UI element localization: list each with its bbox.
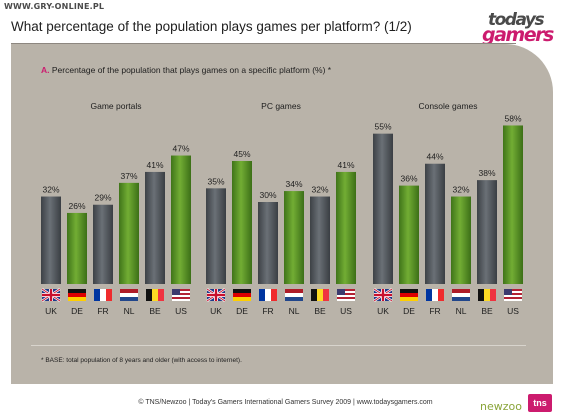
bar-1-fr: [258, 202, 278, 284]
bar-2-us: [503, 125, 523, 284]
category-label-2-0: UK: [377, 306, 389, 316]
group-label-1: PC games: [261, 101, 301, 111]
data-label-0-1: 26%: [68, 201, 85, 211]
logo-line-1: todays: [488, 10, 545, 30]
data-label-0-2: 29%: [94, 193, 111, 203]
fr-flag-icon: [259, 289, 277, 301]
bar-0-fr: [93, 204, 113, 284]
group-label-2: Console games: [418, 101, 477, 111]
newzoo-logo: newzoo: [480, 400, 522, 413]
bar-2-fr: [425, 163, 445, 284]
data-label-1-0: 35%: [207, 176, 224, 186]
data-label-1-1: 45%: [233, 149, 250, 159]
category-label-2-1: DE: [403, 306, 415, 316]
nl-flag-icon: [120, 289, 138, 301]
todaysgamers-logo: todays gamers: [482, 10, 562, 50]
tns-logo: tns: [528, 394, 552, 412]
nl-flag-icon: [285, 289, 303, 301]
category-label-0-5: US: [175, 306, 187, 316]
category-label-0-2: FR: [97, 306, 108, 316]
subtitle-marker: A.: [41, 65, 50, 75]
category-label-2-5: US: [507, 306, 519, 316]
us-flag-icon: [172, 289, 190, 301]
us-flag-icon: [337, 289, 355, 301]
category-label-0-4: BE: [149, 306, 161, 316]
us-flag-icon: [504, 289, 522, 301]
subtitle-text: Percentage of the population that plays …: [51, 65, 332, 75]
bar-1-be: [310, 196, 330, 284]
base-footnote: * BASE: total population of 8 years and …: [41, 357, 242, 364]
category-label-1-0: UK: [210, 306, 222, 316]
site-watermark: WWW.GRY-ONLINE.PL: [4, 2, 105, 11]
bar-1-us: [336, 171, 356, 284]
data-label-0-3: 37%: [120, 171, 137, 181]
data-label-2-1: 36%: [400, 174, 417, 184]
category-label-0-3: NL: [124, 306, 135, 316]
de-flag-icon: [400, 289, 418, 301]
nl-flag-icon: [452, 289, 470, 301]
be-flag-icon: [311, 289, 329, 301]
bar-0-de: [67, 212, 87, 284]
category-label-1-2: FR: [262, 306, 273, 316]
data-label-1-4: 32%: [311, 185, 328, 195]
source-footer: © TNS/Newzoo | Today's Gamers Internatio…: [138, 399, 433, 406]
bar-2-uk: [373, 133, 393, 284]
bar-2-de: [399, 185, 419, 284]
bar-0-us: [171, 155, 191, 284]
data-label-2-3: 32%: [452, 185, 469, 195]
de-flag-icon: [68, 289, 86, 301]
fr-flag-icon: [426, 289, 444, 301]
bar-2-be: [477, 180, 497, 284]
bar-0-nl: [119, 182, 139, 284]
category-label-2-2: FR: [429, 306, 440, 316]
data-label-2-0: 55%: [374, 122, 391, 132]
bar-1-nl: [284, 191, 304, 284]
chart-subtitle: A. Percentage of the population that pla…: [41, 65, 331, 75]
data-label-1-3: 34%: [285, 179, 302, 189]
category-label-2-3: NL: [456, 306, 467, 316]
data-label-2-2: 44%: [426, 152, 443, 162]
notes-divider: [31, 345, 526, 346]
bar-0-uk: [41, 196, 61, 284]
group-label-0: Game portals: [90, 101, 141, 111]
data-label-1-5: 41%: [337, 160, 354, 170]
bar-0-be: [145, 171, 165, 284]
fr-flag-icon: [94, 289, 112, 301]
category-label-0-0: UK: [45, 306, 57, 316]
data-label-2-4: 38%: [478, 168, 495, 178]
category-label-1-5: US: [340, 306, 352, 316]
data-label-0-4: 41%: [146, 160, 163, 170]
uk-flag-icon: [206, 288, 226, 302]
category-label-1-3: NL: [289, 306, 300, 316]
category-label-1-1: DE: [236, 306, 248, 316]
category-label-1-4: BE: [314, 306, 326, 316]
page-title: What percentage of the population plays …: [11, 19, 412, 34]
title-rule: [11, 43, 516, 44]
data-label-0-5: 47%: [172, 144, 189, 154]
bar-1-uk: [206, 188, 226, 284]
bar-2-nl: [451, 196, 471, 284]
be-flag-icon: [146, 289, 164, 301]
category-label-0-1: DE: [71, 306, 83, 316]
uk-flag-icon: [41, 288, 61, 302]
data-label-2-5: 58%: [504, 113, 521, 123]
logo-line-2: gamers: [482, 24, 554, 46]
data-label-0-0: 32%: [42, 185, 59, 195]
de-flag-icon: [233, 289, 251, 301]
uk-flag-icon: [373, 288, 393, 302]
data-label-1-2: 30%: [259, 190, 276, 200]
be-flag-icon: [478, 289, 496, 301]
category-label-2-4: BE: [481, 306, 493, 316]
bar-1-de: [232, 161, 252, 284]
